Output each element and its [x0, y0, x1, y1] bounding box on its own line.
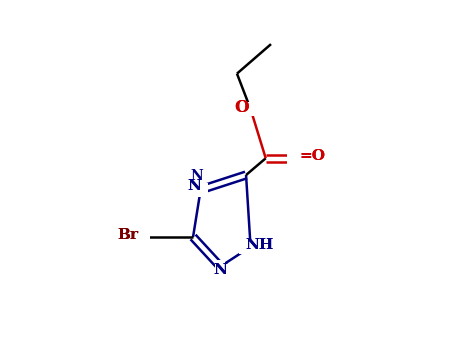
Text: N: N: [187, 179, 201, 193]
FancyBboxPatch shape: [244, 102, 258, 116]
Text: Br: Br: [117, 228, 138, 242]
FancyBboxPatch shape: [239, 240, 262, 254]
Text: =O: =O: [300, 148, 326, 162]
Text: O: O: [235, 99, 249, 116]
Text: =O: =O: [300, 148, 326, 162]
Text: N: N: [213, 263, 227, 277]
Text: NH: NH: [245, 238, 273, 252]
Text: N: N: [213, 263, 227, 277]
FancyBboxPatch shape: [194, 183, 207, 197]
FancyBboxPatch shape: [215, 260, 226, 273]
Text: Br: Br: [117, 228, 138, 242]
FancyBboxPatch shape: [287, 152, 311, 165]
Text: O: O: [235, 99, 249, 116]
FancyBboxPatch shape: [130, 230, 151, 244]
Text: N: N: [187, 179, 201, 193]
Text: N: N: [191, 169, 203, 183]
Text: NH: NH: [245, 238, 273, 252]
